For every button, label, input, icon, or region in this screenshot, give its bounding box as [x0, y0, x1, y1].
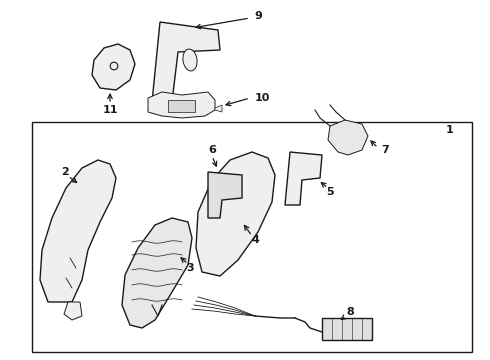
Polygon shape [285, 152, 322, 205]
Text: 1: 1 [446, 125, 454, 135]
Polygon shape [328, 120, 368, 155]
Polygon shape [196, 152, 275, 276]
Text: 5: 5 [326, 187, 334, 197]
Polygon shape [215, 105, 222, 112]
Text: 11: 11 [102, 105, 118, 115]
Polygon shape [40, 160, 116, 302]
Polygon shape [168, 100, 195, 112]
Text: 8: 8 [346, 307, 354, 317]
Bar [322, 318, 372, 340]
Polygon shape [148, 92, 215, 118]
Polygon shape [172, 102, 200, 116]
Text: 9: 9 [254, 11, 262, 21]
Text: 10: 10 [254, 93, 270, 103]
Bar [32, 122, 472, 352]
Text: 2: 2 [61, 167, 69, 177]
Polygon shape [64, 302, 82, 320]
Ellipse shape [183, 49, 197, 71]
Polygon shape [92, 44, 135, 90]
Text: 6: 6 [208, 145, 216, 155]
Polygon shape [152, 22, 220, 102]
Text: 7: 7 [381, 145, 389, 155]
Text: 3: 3 [186, 263, 194, 273]
Polygon shape [122, 218, 192, 328]
Polygon shape [208, 172, 242, 218]
Text: 4: 4 [251, 235, 259, 245]
